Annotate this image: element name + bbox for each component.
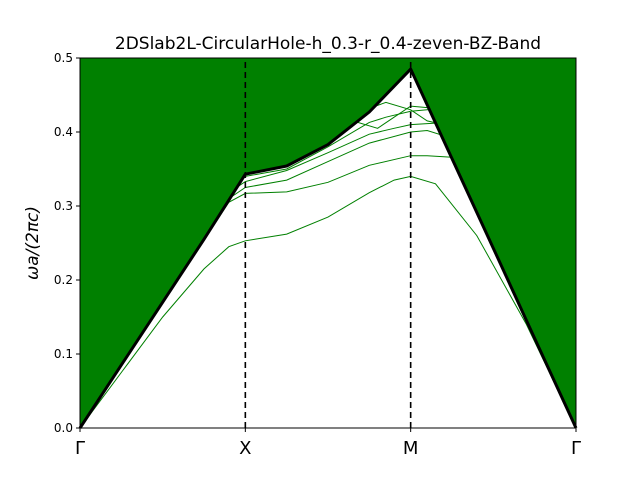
y-axis-ticks: 0.0 0.1 0.2 0.3 0.4 0.5: [54, 51, 80, 435]
plot-frame: [79, 57, 577, 429]
x-tick-label: M: [403, 438, 419, 459]
chart-title: 2DSlab2L-CircularHole-h_0.3-r_0.4-zeven-…: [115, 34, 541, 54]
band-line-5: [245, 109, 461, 177]
light-cone-region: [80, 58, 576, 428]
y-tick-label: 0.1: [54, 347, 73, 361]
band-line-6: [327, 101, 461, 126]
x-tick-label: Γ: [571, 438, 581, 459]
band-line-1: [79, 175, 577, 429]
light-line: [78, 67, 578, 429]
x-tick-label: Γ: [75, 438, 85, 459]
y-tick-label: 0.2: [54, 273, 73, 287]
y-tick-label: 0.0: [54, 421, 73, 435]
x-tick-label: X: [239, 438, 251, 459]
y-tick-label: 0.5: [54, 51, 73, 65]
y-tick-label: 0.3: [54, 199, 73, 213]
y-axis-label: ωa/(2πc): [23, 206, 43, 280]
band-line-4: [228, 122, 436, 194]
plot-area: [78, 57, 578, 429]
y-tick-label: 0.4: [54, 125, 73, 139]
